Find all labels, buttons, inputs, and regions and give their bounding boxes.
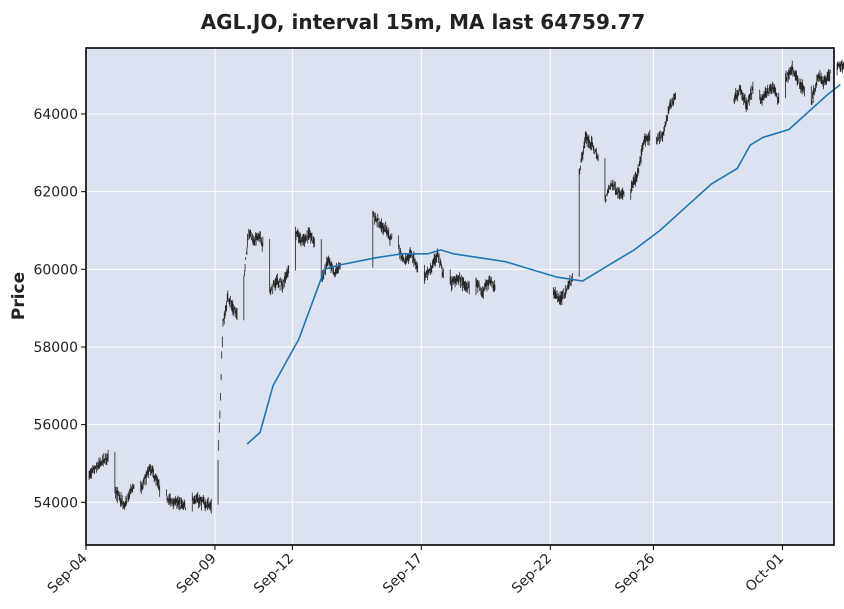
plot-frame [85, 47, 835, 546]
y-tick-label: 56000 [33, 418, 78, 434]
x-tick-label: Sep-17 [380, 551, 426, 597]
plot-area [86, 48, 834, 545]
moving-average-line [246, 83, 841, 445]
x-tick-label: Sep-09 [174, 551, 220, 597]
x-tick-label: Sep-26 [612, 550, 658, 596]
y-tick-label: 64000 [33, 107, 78, 123]
y-axis-ticks: 54000 56000 58000 60000 62000 64000 [33, 107, 86, 511]
x-tick-label: Sep-12 [251, 551, 297, 597]
x-axis-ticks: Sep-04 Sep-09 Sep-12 Sep-17 Sep-22 Sep-26 Oct-… [45, 545, 788, 597]
y-tick-label: 54000 [33, 495, 78, 511]
y-tick-label: 62000 [33, 185, 78, 201]
chart-title: AGL.JO, interval 15m, MA last 64759.77 [201, 10, 646, 34]
y-tick-label: 58000 [33, 340, 78, 356]
grid-lines [85, 48, 834, 545]
candles-series [88, 59, 844, 514]
y-axis-label: Price [9, 272, 29, 320]
x-tick-label: Sep-04 [45, 550, 91, 596]
x-tick-label: Sep-22 [509, 551, 555, 597]
y-tick-label: 60000 [33, 262, 78, 278]
x-tick-label: Oct-01 [743, 551, 788, 596]
